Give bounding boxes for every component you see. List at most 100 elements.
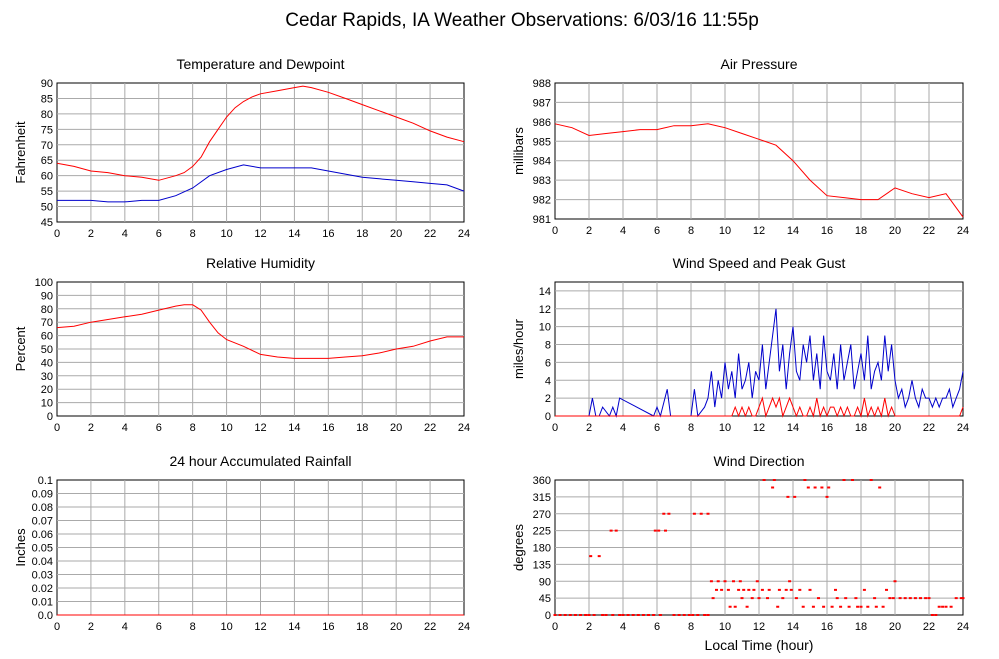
- pressure-xtick-label: 6: [654, 225, 660, 237]
- pressure-ytick-label: 985: [533, 136, 551, 148]
- humidity-ytick-label: 50: [41, 344, 53, 356]
- rainfall-xtick-label: 2: [88, 621, 94, 633]
- direction-point: [563, 614, 567, 616]
- pressure-xtick-label: 14: [787, 225, 799, 237]
- temperature-xtick-label: 4: [122, 228, 128, 240]
- temperature-ytick-label: 55: [41, 186, 53, 198]
- direction-point: [919, 597, 922, 600]
- wind-xtick-label: 2: [586, 422, 592, 434]
- direction-xtick-label: 22: [923, 621, 935, 633]
- pressure-title: Air Pressure: [720, 56, 797, 72]
- direction-point: [584, 614, 588, 616]
- direction-xtick-label: 10: [719, 621, 731, 633]
- pressure-xtick-label: 2: [586, 225, 592, 237]
- direction-point: [913, 597, 917, 600]
- direction-point: [927, 597, 931, 600]
- direction-point: [873, 597, 877, 600]
- temperature-xtick-label: 16: [322, 228, 334, 240]
- humidity-title: Relative Humidity: [206, 255, 315, 271]
- direction-point: [664, 529, 667, 532]
- direction-point: [869, 479, 873, 481]
- direction-point: [553, 614, 557, 616]
- direction-point: [784, 588, 788, 591]
- direction-point: [652, 614, 656, 616]
- direction-point: [786, 495, 790, 498]
- rainfall-ytick-label: 0.0: [38, 610, 53, 622]
- direction-point: [944, 605, 948, 608]
- direction-xtick-label: 14: [787, 621, 799, 633]
- pressure-xtick-label: 4: [620, 225, 626, 237]
- rainfall-xtick-label: 22: [424, 621, 436, 633]
- rainfall-xtick-label: 16: [322, 621, 334, 633]
- direction-point: [803, 479, 807, 481]
- temperature-ytick-label: 90: [41, 78, 53, 90]
- wind-xtick-label: 18: [855, 422, 867, 434]
- direction-point: [856, 605, 860, 608]
- direction-point: [604, 614, 608, 616]
- direction-point: [699, 512, 703, 515]
- direction-point: [949, 605, 953, 608]
- wind-xtick-label: 22: [923, 422, 935, 434]
- rainfall-ytick-label: 0.05: [32, 543, 53, 555]
- pressure-xtick-label: 10: [719, 225, 731, 237]
- rainfall-xtick-label: 24: [458, 621, 470, 633]
- direction-point: [874, 605, 878, 608]
- humidity-ytick-label: 30: [41, 371, 53, 383]
- direction-point: [726, 588, 730, 591]
- direction-point: [609, 529, 613, 532]
- direction-point: [793, 495, 797, 498]
- pressure-series-line-1: [554, 123, 964, 218]
- humidity-series-line-1: [56, 304, 464, 359]
- direction-point: [692, 512, 696, 515]
- wind-ytick-label: 6: [545, 357, 551, 369]
- wind-ytick-label: 2: [545, 393, 551, 405]
- temperature-xtick-label: 18: [356, 228, 368, 240]
- direction-point: [891, 597, 895, 600]
- direction-point: [647, 614, 650, 616]
- direction-point: [752, 588, 756, 591]
- direction-point: [592, 614, 596, 616]
- rainfall-ytick-label: 0.09: [32, 489, 53, 501]
- rainfall-xtick-label: 20: [390, 621, 402, 633]
- rainfall-ytick-label: 0.08: [32, 502, 53, 514]
- temperature-title: Temperature and Dewpoint: [176, 56, 344, 72]
- wind-xtick-label: 0: [552, 422, 558, 434]
- direction-point: [709, 580, 713, 583]
- direction-xtick-label: 8: [688, 621, 694, 633]
- direction-point: [930, 614, 934, 616]
- wind-series-line-2: [555, 396, 964, 418]
- direction-point: [682, 614, 686, 616]
- direction-xlabel: Local Time (hour): [705, 637, 814, 653]
- temperature-xtick-label: 6: [156, 228, 162, 240]
- humidity-ytick-label: 100: [35, 277, 53, 289]
- direction-ytick-label: 315: [533, 492, 551, 504]
- temperature-ytick-label: 70: [41, 140, 53, 152]
- direction-point: [808, 588, 812, 591]
- temperature-xtick-label: 8: [190, 228, 196, 240]
- direction-point: [742, 588, 746, 591]
- pressure-xtick-label: 24: [957, 225, 969, 237]
- direction-xtick-label: 4: [620, 621, 626, 633]
- direction-point: [558, 614, 562, 616]
- direction-point: [636, 614, 640, 616]
- humidity-ytick-label: 90: [41, 290, 53, 302]
- wind-xtick-label: 24: [957, 422, 969, 434]
- direction-point: [959, 597, 963, 600]
- direction-point: [954, 597, 958, 600]
- direction-point: [777, 588, 781, 591]
- pressure-xtick-label: 16: [821, 225, 833, 237]
- direction-point: [924, 597, 928, 600]
- temperature-ytick-label: 80: [41, 109, 53, 121]
- humidity-xtick-label: 8: [190, 422, 196, 434]
- direction-point: [716, 580, 720, 583]
- direction-xtick-label: 18: [855, 621, 867, 633]
- direction-point: [885, 588, 888, 591]
- direction-point: [728, 605, 732, 608]
- direction-point: [878, 486, 882, 489]
- temperature-xtick-label: 0: [54, 228, 60, 240]
- direction-point: [597, 555, 601, 558]
